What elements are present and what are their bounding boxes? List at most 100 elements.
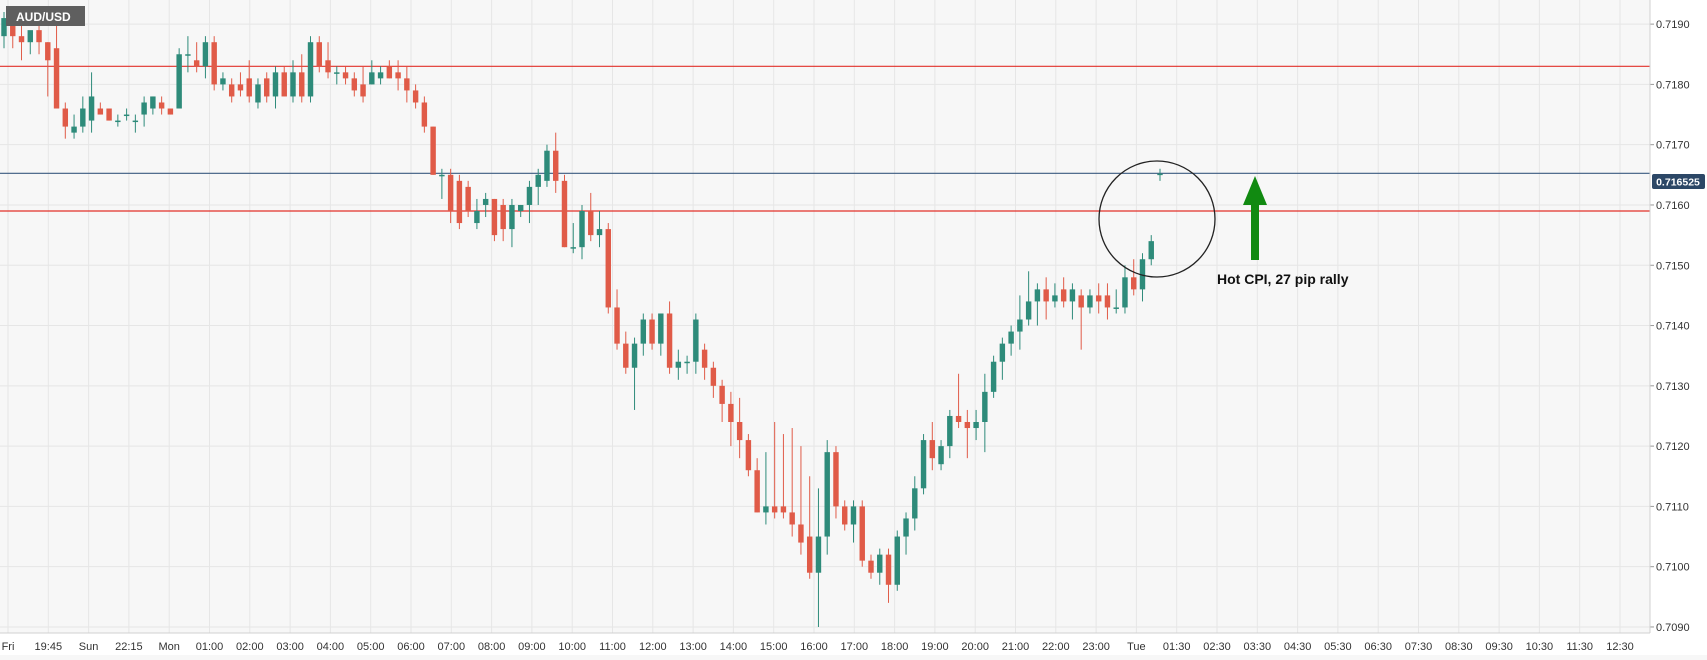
candle-body (693, 319, 699, 362)
candle-body (1139, 259, 1146, 290)
candle-body (1078, 295, 1084, 308)
candle-body (360, 84, 366, 97)
candle (877, 548, 883, 585)
candle (666, 301, 673, 374)
candle-body (912, 488, 918, 519)
x-tick-label: 09:00 (518, 641, 546, 653)
candle-body (736, 422, 743, 441)
candle-body (596, 229, 603, 236)
candle-body (658, 313, 664, 344)
y-tick-label: 0.7150 (1656, 260, 1690, 272)
candle-body (780, 506, 787, 513)
candle (36, 24, 42, 55)
candle-body (1104, 295, 1111, 308)
candle (973, 409, 979, 441)
candle (325, 42, 331, 79)
x-tick-label: 16:00 (800, 641, 828, 653)
candle (964, 409, 971, 459)
candle-body (885, 554, 892, 585)
candle-body (999, 343, 1006, 362)
y-tick-label: 0.7160 (1656, 200, 1690, 212)
candle-body (920, 440, 927, 489)
candle (684, 355, 690, 374)
x-tick-label: 03:30 (1244, 641, 1272, 653)
y-tick-label: 0.7100 (1656, 562, 1690, 574)
candle (491, 198, 498, 242)
candle-body (220, 78, 226, 85)
candle-body (666, 313, 673, 368)
candle (193, 42, 200, 73)
candle (342, 66, 349, 85)
candle-body (377, 72, 384, 79)
candle-body (850, 506, 857, 525)
candle (430, 126, 436, 175)
candle-body (1034, 289, 1041, 302)
candle-body (167, 108, 174, 115)
x-tick-label: Fri (2, 641, 15, 653)
candle (544, 144, 550, 187)
x-tick-label: 06:30 (1364, 641, 1392, 653)
x-tick-label: 22:00 (1042, 641, 1070, 653)
candle (955, 373, 962, 429)
candle-body (1087, 295, 1093, 308)
candle-body (132, 120, 139, 123)
candle (929, 422, 936, 471)
candle (535, 168, 541, 205)
highlight-circle (1098, 160, 1216, 278)
candle-body (123, 114, 130, 117)
symbol-badge[interactable]: AUD/USD (6, 6, 85, 26)
candle-body (763, 506, 769, 513)
x-tick-label: 03:00 (276, 641, 304, 653)
x-tick-label: 09:30 (1485, 641, 1513, 653)
candle-body (421, 102, 428, 127)
candle-body (710, 367, 717, 386)
candle (299, 54, 305, 103)
candle (1157, 168, 1163, 181)
candle (386, 60, 393, 79)
candle-body (36, 30, 42, 43)
x-tick-label: 22:15 (115, 641, 143, 653)
candle-body (97, 108, 104, 115)
candle (211, 36, 217, 91)
candle (395, 60, 401, 91)
candle-body (88, 96, 95, 121)
candle-body (982, 391, 988, 422)
candle (815, 488, 822, 627)
x-tick-label: 10:30 (1526, 641, 1554, 653)
candle-body (246, 78, 252, 97)
candle (281, 66, 287, 97)
candle-body (1122, 277, 1128, 308)
candle-body (211, 42, 217, 85)
candle (132, 114, 139, 133)
candle (1131, 259, 1137, 296)
x-tick-label: 01:30 (1163, 641, 1191, 653)
candle (351, 72, 358, 97)
candle-body (561, 180, 568, 248)
candle (1087, 289, 1093, 314)
candle-body (237, 84, 244, 91)
candle (290, 60, 296, 103)
y-tick-label: 0.7180 (1656, 79, 1690, 91)
candle-body (386, 66, 393, 79)
y-tick-label: 0.7190 (1656, 19, 1690, 31)
candle-body (1148, 241, 1154, 260)
candle-body (798, 524, 804, 543)
candle-body (815, 536, 822, 573)
candle (868, 554, 874, 579)
candle (404, 66, 410, 103)
x-tick-label: 19:45 (35, 641, 63, 653)
candle (202, 36, 209, 79)
y-tick-label: 0.7110 (1656, 501, 1689, 513)
candle-body (1, 18, 7, 37)
candle (763, 452, 769, 525)
x-tick-label: 17:00 (841, 641, 869, 653)
candle-body (185, 54, 191, 56)
x-tick-label: 15:00 (760, 641, 788, 653)
candle (623, 331, 629, 374)
candle (1122, 265, 1128, 314)
candle-body (456, 180, 463, 224)
candle-body (45, 42, 51, 61)
candle-body (500, 204, 506, 230)
